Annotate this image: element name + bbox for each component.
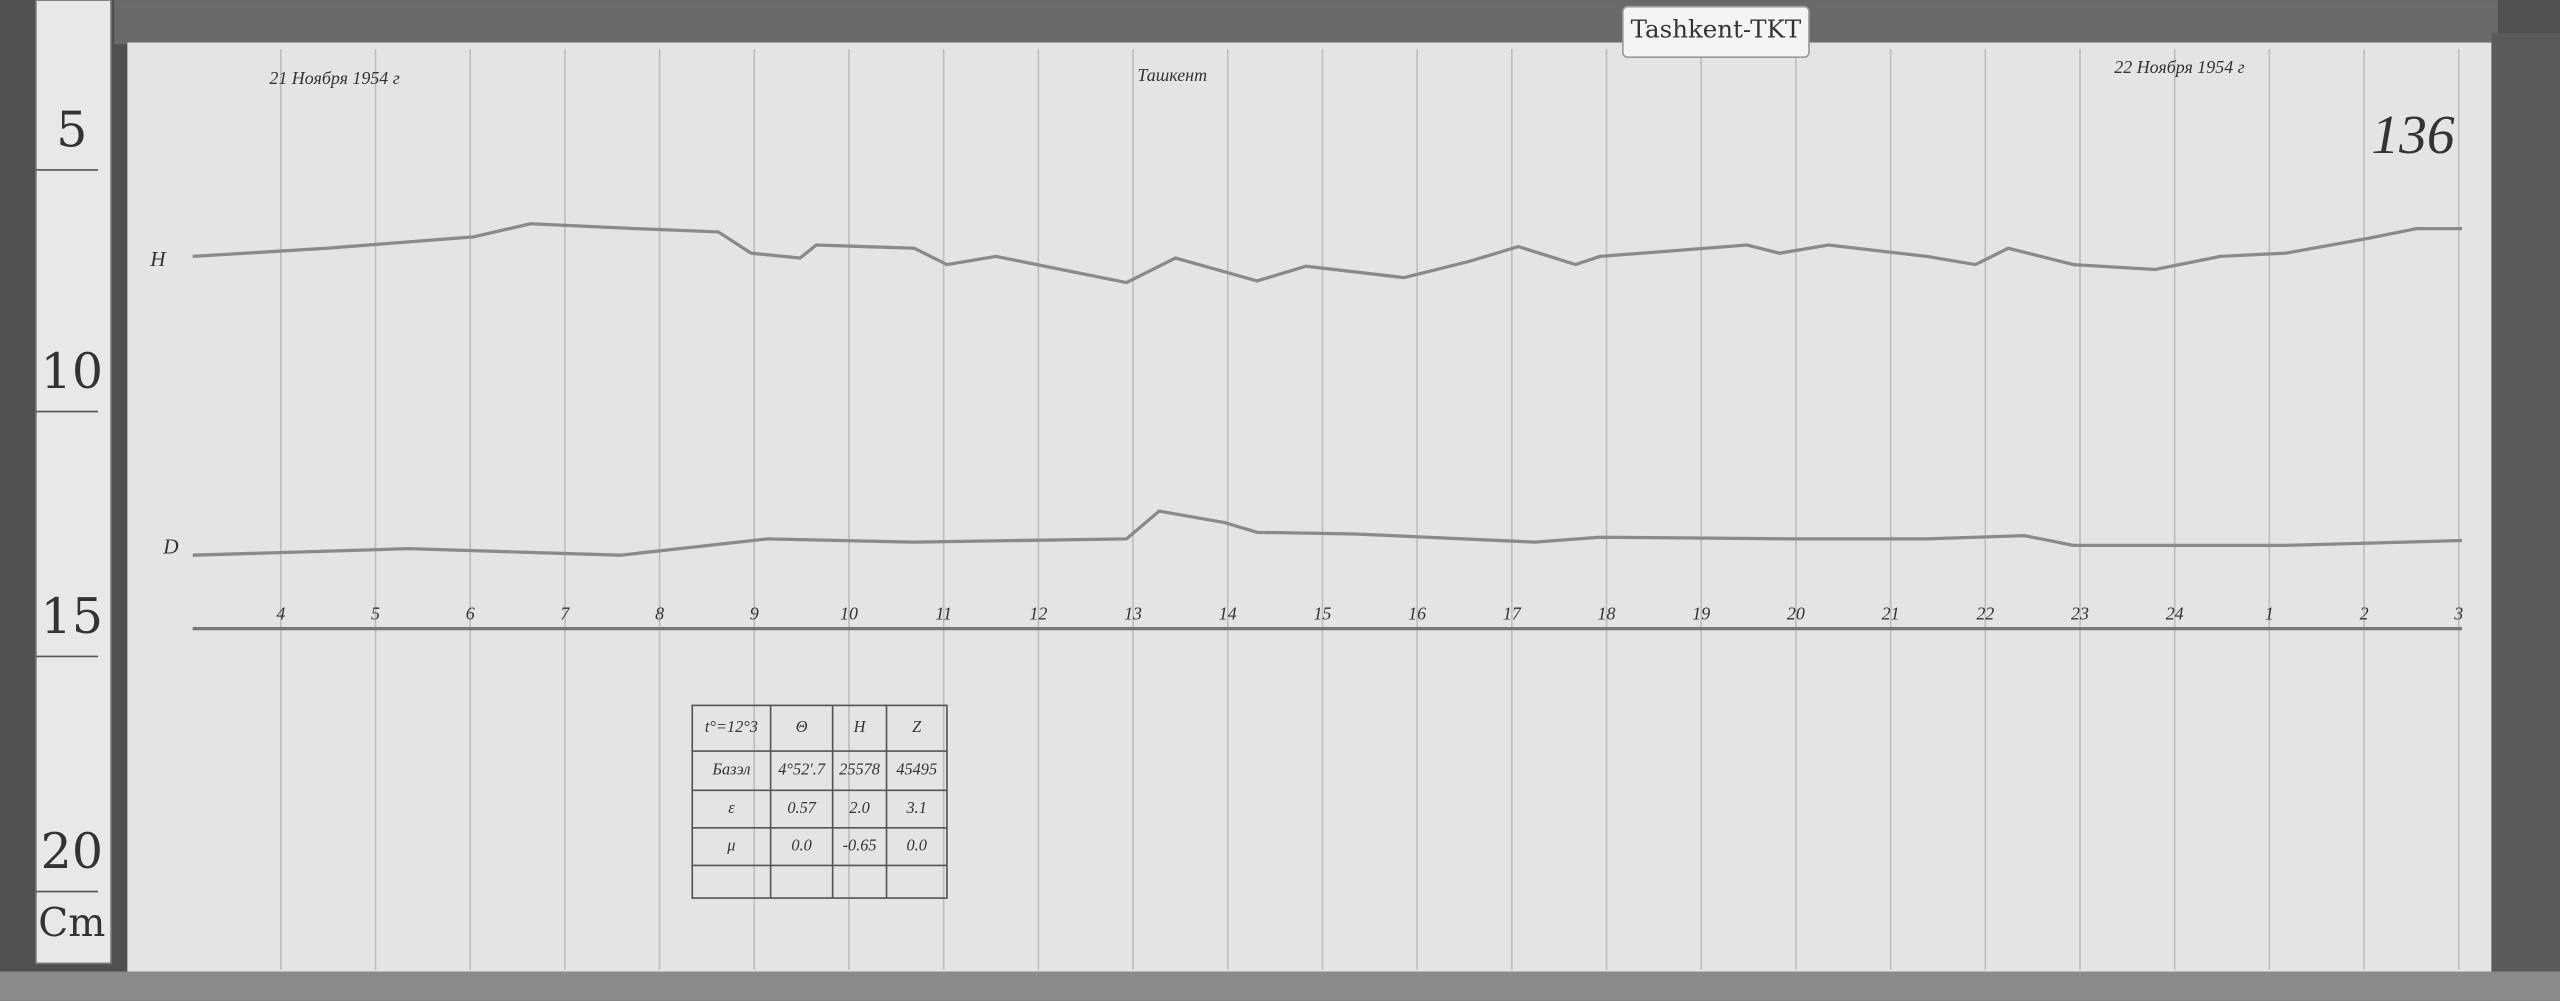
table-cell: 0.0 xyxy=(791,835,811,854)
hour-label: 11 xyxy=(935,604,952,624)
trace-label: D xyxy=(162,535,178,559)
hour-label: 13 xyxy=(1124,604,1142,624)
h-trace xyxy=(192,222,2463,285)
hour-label: 20 xyxy=(1787,604,1805,624)
table-cell: ε xyxy=(728,798,735,817)
bottom-edge xyxy=(0,971,2560,1001)
table-cell: Θ xyxy=(796,717,808,736)
hour-label: 5 xyxy=(371,604,380,624)
hour-label: 7 xyxy=(560,604,570,624)
hour-label: 12 xyxy=(1029,604,1047,624)
paper xyxy=(127,42,2492,974)
station-name: Ташкент xyxy=(1137,65,1207,85)
hour-label: 8 xyxy=(655,604,664,624)
end-date: 22 Ноября 1954 г xyxy=(2114,57,2244,77)
table-cell: H xyxy=(853,717,867,736)
ruler-mark: 10 xyxy=(41,343,103,400)
hour-label: 9 xyxy=(750,604,759,624)
d-trace xyxy=(192,509,2463,557)
hour-label: 2 xyxy=(2360,604,2369,624)
hour-label: 15 xyxy=(1313,604,1331,624)
sheet-number: 136 xyxy=(2371,105,2455,166)
start-date: 21 Ноября 1954 г xyxy=(269,68,399,88)
ruler-mark: 5 xyxy=(56,101,87,158)
table-cell: -0.65 xyxy=(843,835,877,854)
hour-label: 18 xyxy=(1598,604,1616,624)
top-strip xyxy=(114,0,2498,45)
hour-label: 10 xyxy=(840,604,858,624)
table-cell: μ xyxy=(726,835,735,854)
right-edge xyxy=(2491,32,2560,1001)
hour-label: 6 xyxy=(466,604,475,624)
table-cell: 25578 xyxy=(839,759,880,778)
ruler-unit: Cm xyxy=(38,901,105,946)
hour-label: 24 xyxy=(2166,604,2184,624)
hour-label: 21 xyxy=(1882,604,1900,624)
hour-label: 23 xyxy=(2071,604,2089,624)
hour-labels: 4 5 6 7 8 9 10 11 12 13 14 15 16 17 18 19 20 21 22 23 24 1 2 3 xyxy=(276,604,2463,624)
trace-label: H xyxy=(149,247,167,271)
ruler-ticks: 5 10 15 20 Cm xyxy=(35,101,105,946)
hour-label: 14 xyxy=(1219,604,1237,624)
hour-label: 4 xyxy=(276,604,285,624)
table-cell: 45495 xyxy=(896,759,937,778)
hour-label: 19 xyxy=(1692,604,1710,624)
ruler xyxy=(35,0,112,965)
hour-label: 1 xyxy=(2265,604,2274,624)
hour-label: 17 xyxy=(1503,604,1522,624)
table-cell: 0.57 xyxy=(787,798,816,817)
station-tag-text: Tashkent-TKT xyxy=(1631,15,1802,44)
table-border xyxy=(691,704,948,899)
table-cell: 4°52'.7 xyxy=(778,759,826,778)
ruler-mark: 20 xyxy=(41,823,103,880)
table-cell: t°=12°3 xyxy=(705,717,758,736)
hour-label: 22 xyxy=(1976,604,1994,624)
table-cell: 3.1 xyxy=(906,798,927,817)
grid xyxy=(280,49,2460,970)
hour-label: 3 xyxy=(2453,604,2463,624)
table: t°=12°3 Θ H Z Базэл 4°52'.7 25578 45495 ε 0.57 2.0… xyxy=(691,704,948,899)
table-cell: Z xyxy=(912,717,922,736)
station-tag xyxy=(1622,5,1810,59)
ruler-mark: 15 xyxy=(41,588,103,645)
table-cell: 0.0 xyxy=(907,835,927,854)
hour-label: 16 xyxy=(1408,604,1426,624)
table-cell: Базэл xyxy=(711,759,750,778)
table-cell: 2.0 xyxy=(849,798,869,817)
